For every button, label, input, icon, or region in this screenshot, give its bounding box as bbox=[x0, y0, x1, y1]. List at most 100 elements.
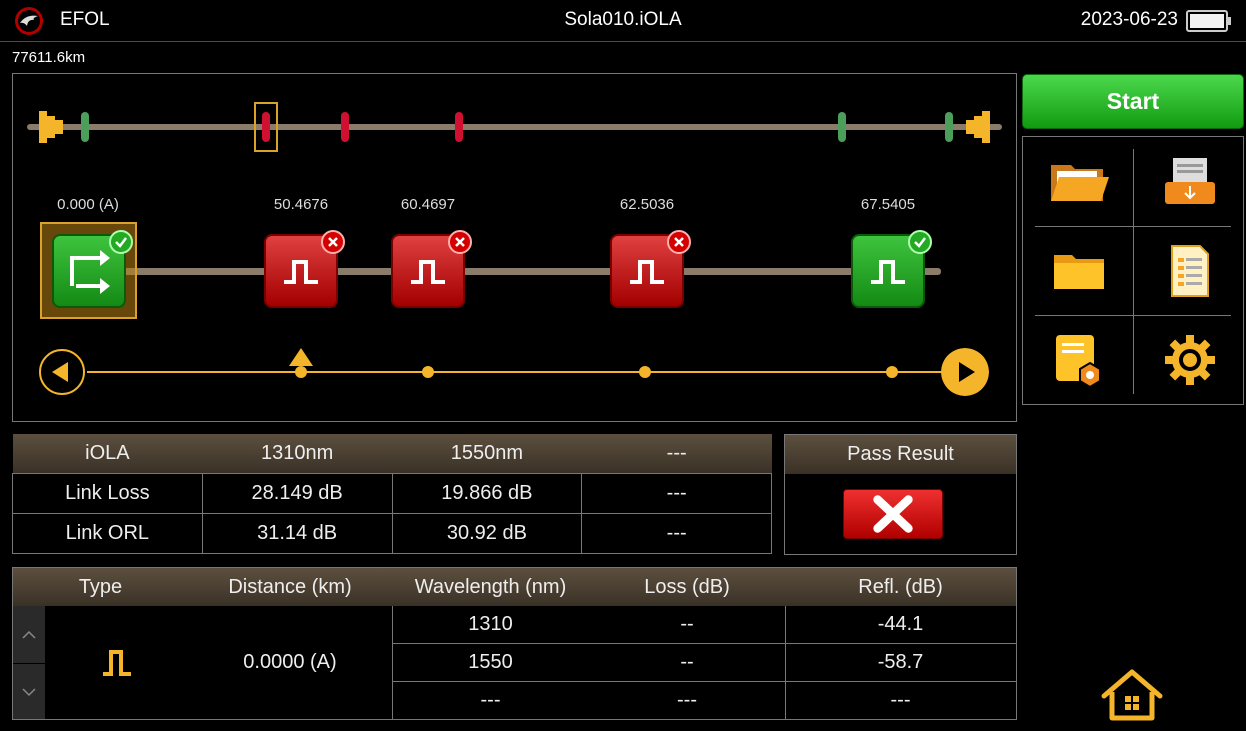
event-reflective-fail[interactable] bbox=[391, 230, 472, 308]
wavelength-cell: --- bbox=[480, 689, 501, 711]
event-chain-line bbox=[113, 268, 941, 275]
summary-cell: 19.866 dB bbox=[391, 472, 583, 514]
app-name: EFOL bbox=[60, 9, 110, 30]
link-summary-table: iOLA 1310nm 1550nm --- Link Loss 28.149 … bbox=[12, 434, 772, 554]
detail-header-cell: Loss (dB) bbox=[644, 575, 730, 598]
eagle-logo-icon bbox=[15, 7, 43, 35]
grid-icon bbox=[1125, 696, 1139, 710]
overview-marker-pass bbox=[945, 112, 953, 142]
event-reflective-fail[interactable] bbox=[610, 230, 691, 308]
summary-header-cell: 1550nm bbox=[392, 434, 582, 473]
scroll-down-button[interactable] bbox=[13, 664, 45, 719]
fail-result-icon bbox=[843, 489, 943, 539]
save-button[interactable] bbox=[1134, 137, 1245, 226]
start-button[interactable]: Start bbox=[1022, 74, 1244, 129]
reflective-event-icon bbox=[102, 649, 131, 676]
summary-header-cell: iOLA bbox=[12, 434, 203, 473]
event-position-label: 62.5036 bbox=[619, 196, 675, 213]
event-map-panel: 0.000 (A) 50.4676 60.4697 62.5036 67.540… bbox=[12, 73, 1017, 422]
scroll-up-button[interactable] bbox=[13, 606, 45, 663]
event-position-label: 50.4676 bbox=[273, 196, 329, 213]
error-badge-icon bbox=[448, 230, 472, 254]
folder-icon bbox=[1053, 254, 1104, 289]
pass-result-panel: Pass Result bbox=[784, 434, 1017, 555]
battery-icon bbox=[1186, 10, 1231, 32]
reflective-event-icon bbox=[411, 260, 445, 284]
detail-header-cell: Refl. (dB) bbox=[858, 575, 943, 598]
wavelength-cell: 1310 bbox=[468, 613, 513, 635]
reflective-event-icon bbox=[630, 260, 664, 284]
event-reflective-pass[interactable] bbox=[851, 230, 932, 308]
summary-header-cell: 1310nm bbox=[202, 434, 393, 473]
check-badge-icon bbox=[109, 230, 133, 254]
event-type-cell bbox=[45, 606, 188, 719]
total-distance: 77611.6km bbox=[12, 49, 86, 66]
overview-marker-pass bbox=[838, 112, 846, 142]
summary-row-link-loss: Link Loss 28.149 dB 19.866 dB --- bbox=[12, 472, 772, 514]
loss-cell: -- bbox=[680, 613, 694, 635]
end-connector-icon bbox=[966, 111, 990, 143]
file-settings-button[interactable] bbox=[1023, 315, 1134, 404]
reflectance-cell: --- bbox=[890, 689, 911, 711]
summary-cell: 28.149 dB bbox=[201, 472, 393, 514]
reflective-event-icon bbox=[871, 260, 905, 284]
report-button[interactable] bbox=[1134, 226, 1245, 315]
summary-cell: 31.14 dB bbox=[201, 512, 393, 554]
event-position-label: 0.000 (A) bbox=[57, 196, 119, 213]
save-download-icon bbox=[1164, 157, 1215, 204]
overview-marker-fail bbox=[455, 112, 463, 142]
event-position-label: 60.4697 bbox=[400, 196, 456, 213]
file-settings-icon bbox=[1055, 334, 1101, 387]
reflective-event-icon bbox=[284, 260, 318, 284]
track-dot bbox=[295, 366, 307, 378]
chevron-down-icon bbox=[22, 687, 36, 696]
previous-event-button[interactable] bbox=[38, 348, 86, 396]
track-dot bbox=[639, 366, 651, 378]
folder-button[interactable] bbox=[1023, 226, 1134, 315]
check-badge-icon bbox=[908, 230, 932, 254]
overview-fiber-line bbox=[27, 124, 1002, 130]
summary-cell: 30.92 dB bbox=[391, 512, 583, 554]
detail-header-cell: Distance (km) bbox=[228, 575, 352, 598]
launch-event-icon bbox=[70, 250, 110, 294]
loss-cell: -- bbox=[680, 651, 694, 673]
start-connector-icon bbox=[39, 111, 63, 143]
overview-marker-selection bbox=[254, 102, 278, 152]
report-document-icon bbox=[1170, 244, 1209, 297]
gear-icon bbox=[1164, 334, 1215, 385]
summary-cell: Link ORL bbox=[12, 512, 203, 554]
chevron-up-icon bbox=[22, 630, 36, 639]
settings-button[interactable] bbox=[1134, 315, 1245, 404]
detail-header-cell: Type bbox=[78, 575, 123, 598]
home-button[interactable] bbox=[1100, 668, 1164, 724]
summary-header-row: iOLA 1310nm 1550nm --- bbox=[12, 434, 772, 473]
event-reflective-fail[interactable] bbox=[264, 230, 345, 308]
open-file-button[interactable] bbox=[1023, 137, 1134, 226]
pass-result-title: Pass Result bbox=[785, 435, 1016, 474]
loss-cell: --- bbox=[677, 689, 697, 711]
summary-header-cell: --- bbox=[581, 434, 772, 473]
summary-cell: --- bbox=[581, 472, 772, 514]
detail-header-row: Type Distance (km) Wavelength (nm) Loss … bbox=[13, 568, 1016, 606]
error-badge-icon bbox=[667, 230, 691, 254]
next-event-button[interactable] bbox=[941, 348, 989, 396]
error-badge-icon bbox=[321, 230, 345, 254]
event-detail-table: Type Distance (km) Wavelength (nm) Loss … bbox=[12, 567, 1017, 720]
event-distance-cell: 0.0000 (A) bbox=[243, 651, 337, 673]
title-bar: EFOL Sola010.iOLA 2023-06-23 bbox=[0, 0, 1246, 42]
tool-grid bbox=[1022, 136, 1244, 405]
summary-row-link-orl: Link ORL 31.14 dB 30.92 dB --- bbox=[12, 512, 772, 554]
wavelength-cell: 1550 bbox=[468, 651, 513, 673]
cursor-triangle-icon bbox=[289, 348, 313, 366]
track-dot bbox=[422, 366, 434, 378]
summary-cell: --- bbox=[581, 512, 772, 554]
summary-cell: Link Loss bbox=[12, 472, 203, 514]
open-folder-icon bbox=[1050, 164, 1109, 201]
event-launch-pass[interactable] bbox=[52, 230, 133, 308]
overview-marker-pass bbox=[81, 112, 89, 142]
track-dot bbox=[886, 366, 898, 378]
detail-header-cell: Wavelength (nm) bbox=[414, 575, 567, 598]
overview-marker-fail bbox=[262, 112, 270, 142]
overview-marker-fail bbox=[341, 112, 349, 142]
reflectance-cell: -58.7 bbox=[877, 651, 924, 673]
